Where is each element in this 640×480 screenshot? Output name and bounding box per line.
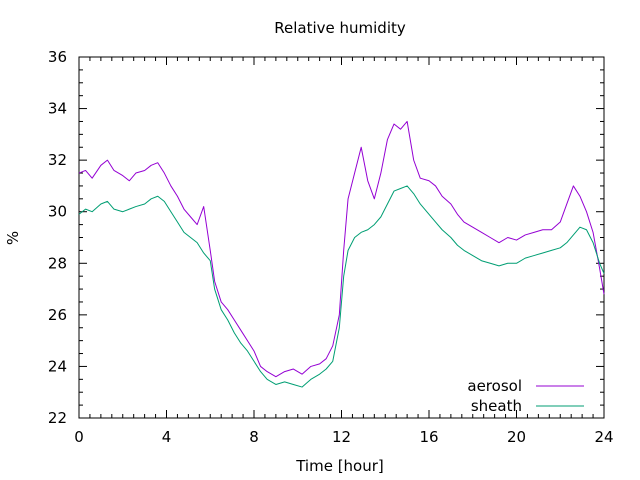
y-tick-label: 22 xyxy=(48,409,67,427)
y-tick-label: 26 xyxy=(48,306,67,324)
plot-frame xyxy=(78,56,605,419)
y-tick-label: 34 xyxy=(48,100,67,118)
legend-label-sheath: sheath xyxy=(471,397,522,415)
y-tick-label: 36 xyxy=(48,48,67,66)
x-tick-label: 24 xyxy=(594,428,613,446)
y-tick-label: 32 xyxy=(48,151,67,169)
legend: aerosol sheath xyxy=(467,377,584,415)
x-tick-label: 4 xyxy=(162,428,172,446)
x-tick-label: 0 xyxy=(74,428,84,446)
series-line-aerosol xyxy=(78,120,605,378)
x-tick-label: 8 xyxy=(249,428,259,446)
x-tick-label: 12 xyxy=(332,428,351,446)
series-layer xyxy=(78,120,605,388)
axis-ticks: 22 24 26 28 30 32 34 36 0 4 8 12 16 20 24 xyxy=(48,48,614,446)
y-tick-label: 28 xyxy=(48,254,67,272)
series-line-sheath xyxy=(78,185,605,388)
y-axis-label: % xyxy=(4,231,22,245)
y-tick-label: 24 xyxy=(48,357,67,375)
x-tick-label: 16 xyxy=(419,428,438,446)
y-tick-label: 30 xyxy=(48,203,67,221)
legend-label-aerosol: aerosol xyxy=(467,377,522,395)
x-axis-label: Time [hour] xyxy=(295,457,384,475)
chart-title: Relative humidity xyxy=(274,19,406,37)
x-tick-label: 20 xyxy=(507,428,526,446)
